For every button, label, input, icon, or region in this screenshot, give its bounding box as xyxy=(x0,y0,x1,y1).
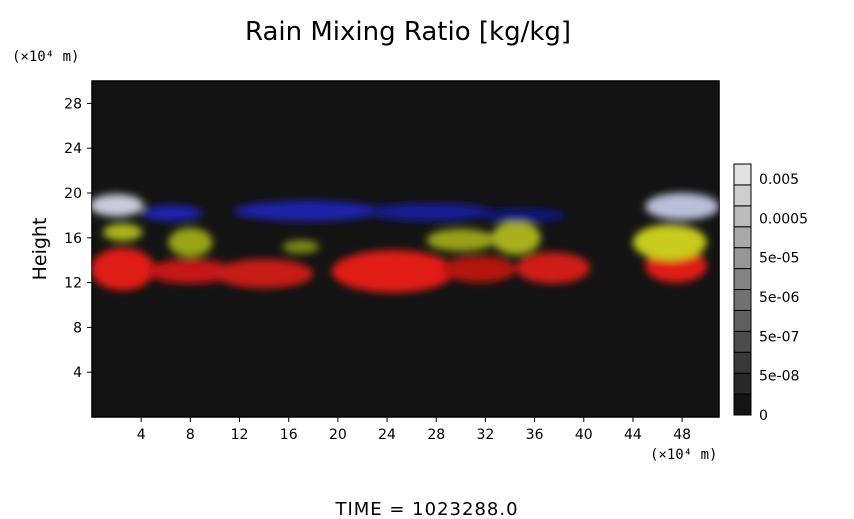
y-tick-label: 12 xyxy=(64,276,82,292)
colorbar-label: 5e-06 xyxy=(759,290,799,306)
colorbar-label: 5e-08 xyxy=(759,369,799,385)
colorbar-step xyxy=(733,163,752,186)
colorbar-label: 0 xyxy=(759,408,768,424)
rain-regions xyxy=(92,193,719,293)
colorbar-label: 5e-07 xyxy=(759,329,799,345)
rain-region-14 xyxy=(645,193,719,220)
colorbar-label: 0.0005 xyxy=(759,211,808,227)
x-tick-label: 20 xyxy=(329,427,347,443)
y-axis-label: Height xyxy=(29,218,51,281)
colorbar-step xyxy=(733,268,752,291)
x-tick-label: 32 xyxy=(476,427,494,443)
y-tick-label: 28 xyxy=(64,96,82,112)
rain-region-4 xyxy=(442,255,517,283)
x-tick-label: 8 xyxy=(186,427,195,443)
chart-title: Rain Mixing Ratio [kg/kg] xyxy=(245,17,571,47)
y-tick-label: 16 xyxy=(64,231,82,247)
x-tick-label: 16 xyxy=(280,427,298,443)
rain-region-15 xyxy=(141,205,203,221)
x-tick-label: 44 xyxy=(624,427,642,443)
y-tick-label: 8 xyxy=(73,320,82,336)
colorbar-step xyxy=(733,309,752,332)
rain-region-0 xyxy=(92,247,155,291)
colorbar-step xyxy=(733,330,752,353)
rain-region-11 xyxy=(491,221,541,255)
colorbar: 0.005 0.0005 5e-05 5e-06 5e-07 5e-08 0 xyxy=(733,163,808,424)
time-label: TIME = 1023288.0 xyxy=(334,499,518,519)
colorbar-step xyxy=(733,372,752,395)
rain-region-12 xyxy=(632,224,707,261)
colorbar-step xyxy=(733,226,752,249)
x-tick-label: 36 xyxy=(526,427,544,443)
y-tick-label: 20 xyxy=(64,186,82,202)
colorbar-step xyxy=(733,205,752,228)
rain-region-2 xyxy=(214,259,314,289)
y-axis-unit: (×10⁴ m) xyxy=(12,49,79,65)
x-tick-label: 40 xyxy=(575,427,593,443)
rain-region-13 xyxy=(92,194,144,217)
colorbar-label: 5e-05 xyxy=(759,251,799,267)
x-tick-label: 28 xyxy=(427,427,445,443)
rain-region-3 xyxy=(331,250,455,293)
rain-region-5 xyxy=(516,252,590,284)
colorbar-step xyxy=(733,247,752,270)
y-axis-ticks: 4 8 12 16 20 24 28 xyxy=(64,96,92,381)
rain-region-9 xyxy=(282,240,320,254)
x-tick-label: 4 xyxy=(137,427,146,443)
rain-region-17 xyxy=(368,203,492,221)
x-axis-unit: (×10⁴ m) xyxy=(650,447,717,463)
rain-region-10 xyxy=(426,228,496,252)
x-tick-label: 12 xyxy=(231,427,249,443)
rain-region-1 xyxy=(147,259,234,284)
x-axis-ticks: 4 8 12 16 20 24 28 32 36 40 44 48 xyxy=(137,417,691,443)
colorbar-step xyxy=(733,289,752,311)
y-tick-label: 4 xyxy=(73,365,82,381)
rain-region-18 xyxy=(479,208,566,223)
colorbar-step xyxy=(733,393,752,416)
y-tick-label: 24 xyxy=(64,141,82,157)
colorbar-label: 0.005 xyxy=(759,172,799,188)
rain-region-16 xyxy=(233,200,381,221)
x-tick-label: 48 xyxy=(673,427,691,443)
colorbar-step xyxy=(733,184,752,207)
x-tick-label: 24 xyxy=(378,427,396,443)
rain-region-8 xyxy=(168,227,213,257)
rain-region-7 xyxy=(103,223,143,242)
colorbar-step xyxy=(733,351,752,374)
